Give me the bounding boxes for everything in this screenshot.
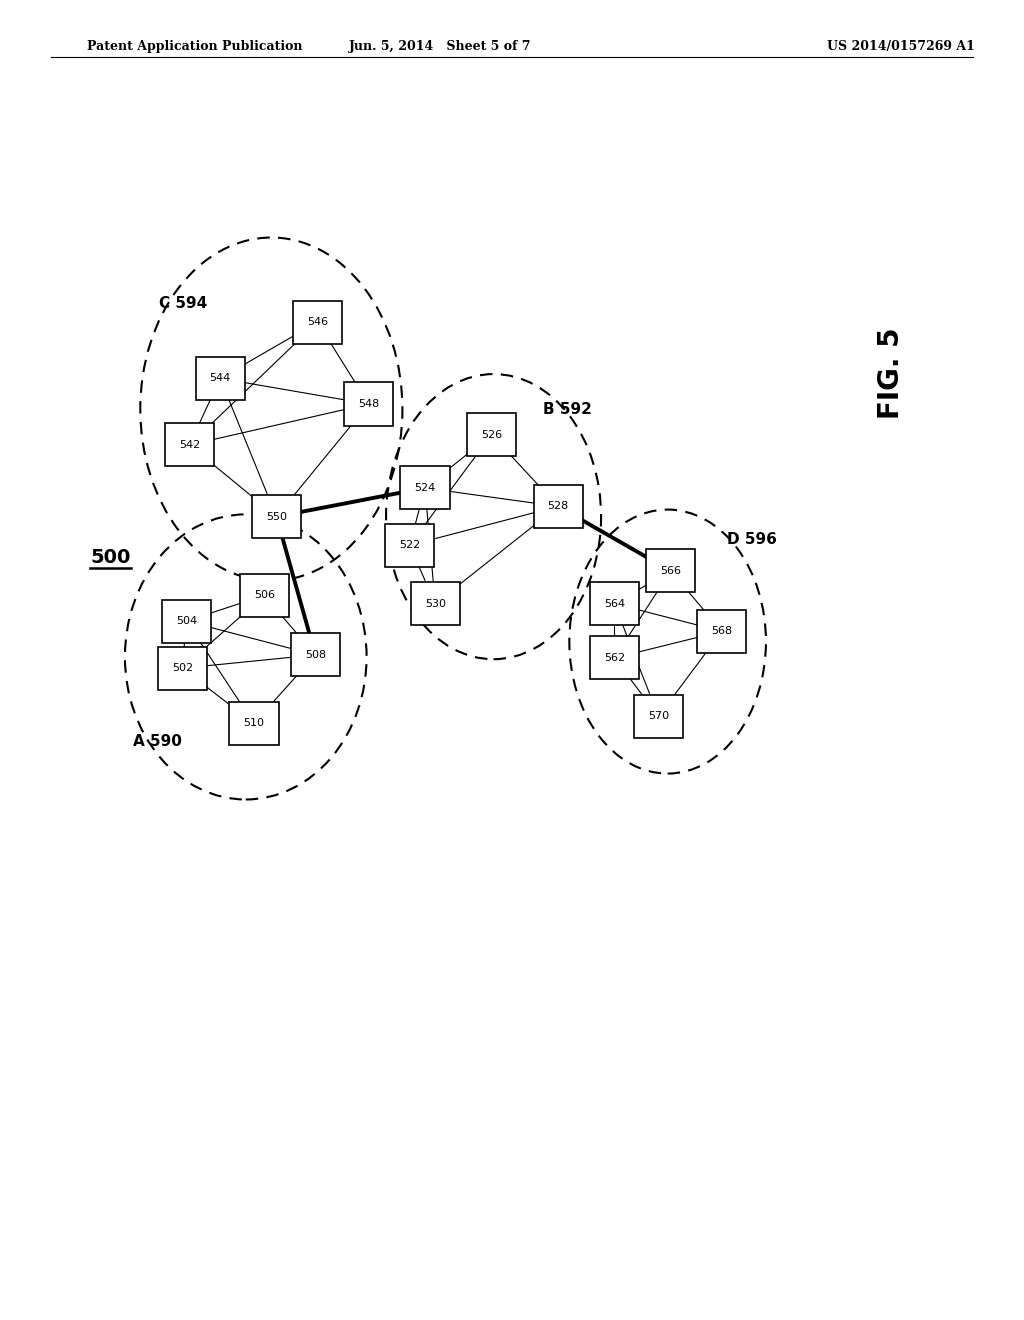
Text: Jun. 5, 2014   Sheet 5 of 7: Jun. 5, 2014 Sheet 5 of 7	[349, 40, 531, 53]
Text: 530: 530	[425, 599, 445, 609]
FancyBboxPatch shape	[646, 549, 695, 593]
Text: B 592: B 592	[543, 401, 592, 417]
Text: 526: 526	[481, 430, 502, 440]
FancyBboxPatch shape	[252, 495, 301, 539]
Text: 508: 508	[305, 649, 326, 660]
Text: 506: 506	[254, 590, 274, 601]
FancyBboxPatch shape	[293, 301, 342, 343]
FancyBboxPatch shape	[697, 610, 746, 653]
Text: 570: 570	[648, 711, 669, 721]
FancyBboxPatch shape	[400, 466, 450, 510]
FancyBboxPatch shape	[411, 582, 460, 626]
FancyBboxPatch shape	[162, 599, 211, 643]
FancyBboxPatch shape	[291, 634, 340, 676]
Text: 522: 522	[399, 540, 420, 550]
Text: 528: 528	[548, 502, 568, 511]
Text: 544: 544	[210, 374, 230, 383]
FancyBboxPatch shape	[590, 582, 639, 626]
FancyBboxPatch shape	[467, 413, 516, 457]
Text: 502: 502	[172, 663, 193, 673]
FancyBboxPatch shape	[534, 484, 583, 528]
Text: 524: 524	[415, 483, 435, 492]
FancyBboxPatch shape	[634, 694, 683, 738]
FancyBboxPatch shape	[229, 702, 279, 744]
Text: 564: 564	[604, 599, 625, 609]
Text: US 2014/0157269 A1: US 2014/0157269 A1	[827, 40, 975, 53]
FancyBboxPatch shape	[385, 524, 434, 566]
Text: FIG. 5: FIG. 5	[877, 327, 905, 418]
Text: 566: 566	[660, 566, 681, 576]
Text: 562: 562	[604, 653, 625, 663]
Text: C 594: C 594	[159, 296, 207, 312]
Text: 548: 548	[358, 399, 379, 409]
FancyBboxPatch shape	[196, 356, 245, 400]
Text: Patent Application Publication: Patent Application Publication	[87, 40, 302, 53]
FancyBboxPatch shape	[240, 574, 289, 616]
Text: 510: 510	[244, 718, 264, 729]
FancyBboxPatch shape	[158, 647, 207, 689]
FancyBboxPatch shape	[344, 383, 393, 425]
Text: 504: 504	[176, 616, 197, 626]
FancyBboxPatch shape	[590, 636, 639, 680]
Text: 542: 542	[179, 440, 200, 450]
Text: D 596: D 596	[727, 532, 777, 546]
Text: 568: 568	[712, 626, 732, 636]
FancyBboxPatch shape	[165, 424, 214, 466]
Text: 550: 550	[266, 512, 287, 521]
Text: 500: 500	[90, 548, 131, 568]
Text: 546: 546	[307, 317, 328, 327]
Text: A 590: A 590	[133, 734, 182, 750]
